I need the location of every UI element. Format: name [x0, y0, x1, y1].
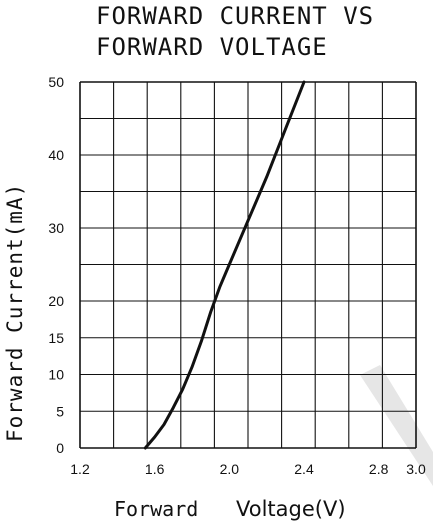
- y-tick-label: 30: [48, 220, 64, 236]
- x-tick-label: 2.8: [369, 461, 389, 477]
- series-line: [143, 80, 306, 450]
- y-tick-label: 5: [56, 403, 64, 419]
- chart-title-line-1: FORWARD CURRENT VS: [96, 2, 374, 30]
- y-tick-label: 50: [48, 74, 64, 90]
- x-tick-label: 1.6: [145, 461, 165, 477]
- x-axis-label-part-1: Forward: [114, 497, 198, 521]
- watermark-band: [360, 365, 433, 486]
- y-tick-labels: 0 5 10 15 20 30 40 50: [48, 74, 64, 456]
- y-tick-label: 40: [48, 147, 64, 163]
- x-tick-labels: 1.2 1.6 2.0 2.4 2.8 3.0: [70, 461, 426, 477]
- chart-title-line-2: FORWARD VOLTAGE: [96, 33, 328, 61]
- x-tick-label: 1.2: [70, 461, 90, 477]
- y-axis-label: Forward Current(mA): [3, 183, 27, 442]
- x-tick-label: 2.0: [220, 461, 240, 477]
- y-tick-label: 0: [56, 440, 64, 456]
- y-tick-label: 15: [48, 330, 64, 346]
- grid: [79, 81, 417, 449]
- x-tick-label: 2.4: [294, 461, 314, 477]
- x-tick-label: 3.0: [406, 461, 426, 477]
- x-axis-label-part-2: Voltage(V): [236, 497, 346, 521]
- y-tick-label: 20: [48, 293, 64, 309]
- y-tick-label: 10: [48, 367, 64, 383]
